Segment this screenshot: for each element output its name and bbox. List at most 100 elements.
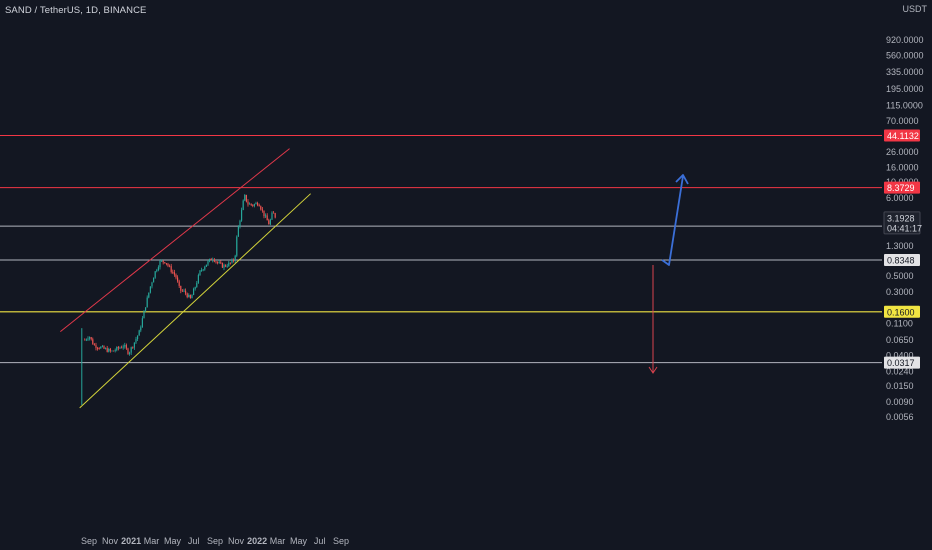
candle-body bbox=[93, 344, 95, 346]
candle-body bbox=[196, 282, 198, 288]
price-tag-label: 0.0317 bbox=[887, 358, 915, 368]
candle-body bbox=[220, 262, 222, 264]
x-tick-label: May bbox=[164, 536, 182, 546]
price-tag-label: 0.1600 bbox=[887, 307, 915, 317]
candle-body bbox=[253, 204, 255, 206]
candle-body bbox=[240, 209, 243, 221]
candle-body bbox=[116, 347, 118, 351]
x-tick-label: Sep bbox=[81, 536, 97, 546]
candle-body bbox=[154, 271, 156, 278]
candle-body bbox=[120, 347, 123, 349]
y-tick-label: 16.0000 bbox=[886, 162, 919, 172]
candle-body bbox=[90, 337, 92, 340]
x-tick-label: Mar bbox=[270, 536, 286, 546]
candle-body bbox=[192, 288, 195, 296]
candle-body bbox=[101, 346, 103, 347]
candle-body bbox=[103, 346, 105, 349]
y-tick-label: 0.0056 bbox=[886, 412, 914, 422]
candle-body bbox=[119, 347, 121, 349]
y-tick-label: 920.0000 bbox=[886, 35, 924, 45]
candle-body bbox=[170, 266, 172, 272]
candle-body bbox=[258, 205, 260, 207]
current-price-tag bbox=[883, 211, 921, 235]
candle-body bbox=[181, 290, 183, 292]
candle-body bbox=[178, 281, 180, 286]
x-tick-label: Sep bbox=[207, 536, 223, 546]
candle-body bbox=[149, 286, 151, 293]
x-tick-label: Nov bbox=[102, 536, 119, 546]
candle-body bbox=[189, 294, 191, 299]
candle-body bbox=[242, 200, 244, 210]
candle-body bbox=[92, 339, 94, 345]
candle-body bbox=[229, 262, 231, 264]
candle-body bbox=[264, 215, 267, 217]
candle-body bbox=[199, 270, 201, 276]
candle-body bbox=[85, 339, 87, 341]
candle-body bbox=[207, 261, 209, 265]
x-tick-label: Mar bbox=[144, 536, 160, 546]
y-tick-label: 0.3000 bbox=[886, 287, 914, 297]
candle-body bbox=[165, 263, 167, 264]
price-tag-label: 0.8348 bbox=[887, 255, 915, 265]
x-tick-label: May bbox=[290, 536, 308, 546]
price-tag-bg bbox=[884, 253, 920, 266]
price-tag-bg bbox=[884, 129, 920, 142]
y-tick-label: 195.0000 bbox=[886, 84, 924, 94]
candle-body bbox=[216, 261, 219, 263]
y-tick-label: 26.0000 bbox=[886, 147, 919, 157]
candle-body bbox=[234, 255, 236, 262]
candle-body bbox=[247, 201, 249, 205]
candle-body bbox=[130, 347, 132, 353]
lower-channel-line bbox=[79, 193, 311, 409]
y-tick-label: 0.0150 bbox=[886, 381, 914, 391]
candle-body bbox=[197, 275, 199, 283]
candle-body bbox=[136, 335, 139, 340]
y-tick-label: 70.0000 bbox=[886, 116, 919, 126]
x-tick-label: Nov bbox=[228, 536, 245, 546]
candle-body bbox=[213, 259, 215, 262]
candle-body bbox=[125, 345, 127, 349]
candle-body bbox=[104, 348, 107, 350]
candle-body bbox=[168, 265, 171, 267]
candle-body bbox=[132, 347, 134, 349]
candle-body bbox=[88, 337, 91, 339]
price-tag-bg bbox=[884, 356, 920, 369]
y-tick-label: 6.0000 bbox=[886, 193, 914, 203]
candle-body bbox=[224, 265, 227, 267]
candle-body bbox=[200, 269, 203, 271]
candle-body bbox=[122, 346, 124, 348]
candle-body bbox=[152, 277, 155, 283]
candle-body bbox=[223, 265, 225, 268]
price-tag-label: 8.3729 bbox=[887, 183, 915, 193]
candle-body bbox=[256, 203, 259, 206]
symbol-title: SAND / TetherUS, 1D, BINANCE bbox=[5, 5, 147, 16]
candle-body bbox=[204, 266, 206, 270]
candle-body bbox=[117, 347, 119, 349]
candle-body bbox=[228, 262, 230, 267]
candle-body bbox=[269, 219, 271, 225]
candle-body bbox=[151, 282, 153, 287]
candle-body bbox=[144, 307, 147, 311]
candle-body bbox=[175, 274, 177, 278]
y-tick-label: 115.0000 bbox=[886, 100, 923, 110]
candle-body bbox=[231, 259, 233, 263]
candle-body bbox=[106, 348, 108, 352]
price-tag-bg bbox=[884, 305, 920, 318]
candle-body bbox=[111, 350, 113, 352]
candle-body bbox=[128, 352, 131, 355]
candle-body bbox=[160, 260, 163, 262]
candle-body bbox=[244, 194, 246, 201]
candle-body bbox=[172, 271, 174, 273]
candle-body bbox=[272, 212, 275, 214]
candle-body bbox=[252, 204, 254, 206]
candle-body bbox=[109, 348, 111, 351]
y-tick-label: 0.0090 bbox=[886, 397, 914, 407]
candle-body bbox=[274, 213, 276, 218]
y-tick-label: 0.0240 bbox=[886, 366, 914, 376]
candle-body bbox=[167, 263, 169, 266]
candle-body bbox=[98, 348, 100, 349]
x-tick-label: 2022 bbox=[247, 536, 267, 546]
candle-body bbox=[268, 220, 270, 225]
